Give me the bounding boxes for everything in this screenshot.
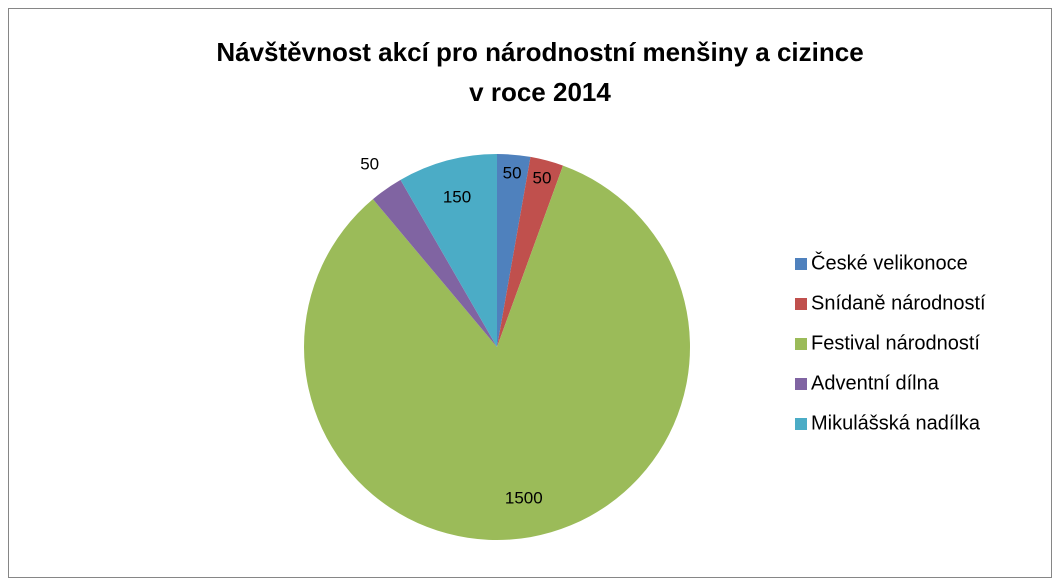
chart-title: Návštěvnost akcí pro národnostní menšiny…: [216, 37, 863, 67]
pie-slice: [400, 154, 497, 347]
legend-swatch: [795, 338, 807, 350]
chart-title: v roce 2014: [469, 77, 611, 107]
legend-label: Snídaně národností: [811, 292, 986, 314]
pie-slice: [497, 154, 531, 347]
pie-slice: [372, 179, 497, 347]
data-label: 50: [532, 169, 551, 188]
legend-label: Mikulášská nadílka: [811, 412, 981, 434]
legend-label: Adventní dílna: [811, 372, 940, 394]
legend-swatch: [795, 298, 807, 310]
legend-swatch: [795, 418, 807, 430]
legend-swatch: [795, 378, 807, 390]
data-label: 50: [360, 155, 379, 174]
data-label: 1500: [505, 489, 543, 508]
data-label: 150: [443, 187, 471, 206]
legend-label: Festival národností: [811, 332, 980, 354]
legend-swatch: [795, 258, 807, 270]
pie-slice: [497, 156, 564, 347]
pie-slice: [303, 165, 690, 540]
data-label: 50: [503, 163, 522, 182]
legend-label: České velikonoce: [811, 251, 968, 274]
